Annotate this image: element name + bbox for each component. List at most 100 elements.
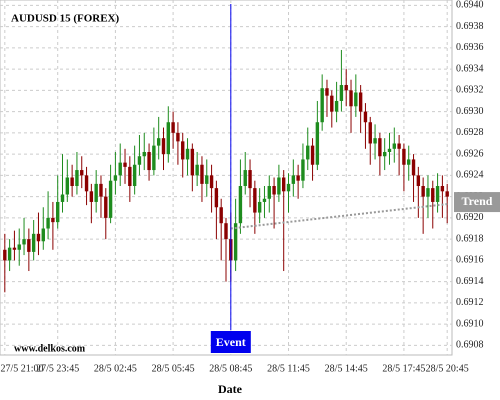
x-axis-title: Date (218, 382, 243, 396)
candle-body (17, 244, 21, 250)
candle-body (214, 188, 219, 208)
candle-body (161, 138, 166, 155)
candle-body (108, 180, 113, 218)
candle-body (286, 183, 291, 192)
candle-body (123, 162, 127, 167)
candle-body (407, 159, 411, 165)
chart-title: AUDUSD 15 (FOREX) (11, 13, 120, 25)
candle-body (219, 207, 223, 224)
candle-body (301, 159, 305, 181)
y-tick-label: 0.6936 (456, 42, 484, 53)
candle-body (94, 183, 98, 202)
candle-body (373, 138, 377, 144)
candle-body (156, 138, 161, 146)
candle-body (238, 186, 243, 224)
candle-body (339, 85, 344, 101)
candle-body (233, 223, 238, 261)
candle-body (277, 177, 281, 195)
candle-body (185, 148, 190, 160)
candle-body (27, 239, 31, 252)
watermark: www.delkos.com (14, 343, 86, 354)
candle-body (368, 122, 372, 144)
candle-body (282, 177, 286, 192)
candle-body (181, 141, 185, 160)
y-tick-label: 0.6910 (456, 318, 484, 329)
x-tick-label: 28/5 17:45 (382, 363, 425, 374)
candle-body (392, 143, 396, 149)
candle-body (7, 247, 12, 261)
candle-body (445, 191, 449, 197)
candle-body (411, 159, 416, 176)
y-tick-label: 0.6920 (456, 212, 484, 223)
candle-body (382, 151, 387, 157)
candle-body (128, 166, 132, 187)
candle-body (334, 100, 339, 112)
candle-body (176, 132, 180, 142)
y-tick-label: 0.6928 (456, 127, 484, 138)
candle-body (306, 145, 310, 160)
candle-body (132, 164, 137, 187)
candle-body (147, 151, 151, 171)
trend-line (230, 203, 448, 230)
candle-body (344, 85, 348, 91)
candle-body (267, 186, 271, 199)
candle-body (65, 177, 70, 195)
candle-body (70, 177, 74, 187)
candle-body (315, 122, 320, 165)
x-tick-label: 28/5 14:45 (325, 363, 368, 374)
candle-body (330, 95, 334, 112)
candle-body (195, 164, 199, 176)
candle-body (325, 88, 329, 96)
candle-body (243, 170, 247, 187)
candle-body (402, 148, 406, 165)
x-tick-label: 27/5 23:45 (36, 363, 79, 374)
candle-body (354, 92, 358, 107)
y-tick-label: 0.6938 (456, 21, 484, 32)
candle-body (349, 90, 353, 107)
candle-body (152, 145, 156, 171)
y-tick-label: 0.6932 (456, 85, 484, 96)
candle-body (80, 170, 84, 176)
candle-body (56, 201, 60, 223)
candle-body (435, 186, 440, 202)
candle-body (320, 88, 324, 123)
candle-body (421, 186, 425, 197)
candle-body (41, 228, 45, 242)
candle-body (291, 175, 296, 184)
candle-body (378, 138, 382, 157)
candle-body (363, 111, 368, 123)
x-tick-label: 28/5 20:45 (426, 363, 469, 374)
candle-body (12, 247, 17, 250)
y-tick-label: 0.6908 (456, 340, 484, 351)
candle-body (60, 194, 65, 202)
candle-body (253, 188, 257, 213)
candle-body (431, 188, 435, 202)
y-tick-label: 0.6916 (456, 255, 484, 266)
x-tick-label: 28/5 11:45 (267, 363, 310, 374)
candle-body (224, 223, 228, 240)
candle-body (51, 217, 55, 223)
candle-body (22, 239, 26, 245)
candle-body (262, 198, 267, 202)
candle-body (31, 233, 36, 252)
candle-body (3, 249, 7, 261)
candle-body (118, 162, 122, 176)
y-tick-label: 0.6924 (456, 170, 484, 181)
trend-label-box (454, 192, 500, 213)
candle-body (257, 201, 262, 213)
candle-body (113, 175, 118, 181)
x-tick-label: 28/5 05:45 (152, 363, 195, 374)
candle-body (296, 175, 300, 181)
candle-body (387, 148, 392, 152)
x-tick-label: 27/5 21:00 (0, 363, 43, 374)
candle-body (310, 145, 315, 165)
candle-body (89, 191, 94, 202)
y-tick-label: 0.6940 (456, 0, 484, 11)
trend-label: Trend (462, 194, 493, 208)
candle-body (142, 151, 146, 157)
candle-body (46, 217, 50, 229)
candle-body (104, 196, 108, 218)
y-tick-label: 0.6914 (456, 276, 484, 287)
candle-body (426, 188, 430, 197)
